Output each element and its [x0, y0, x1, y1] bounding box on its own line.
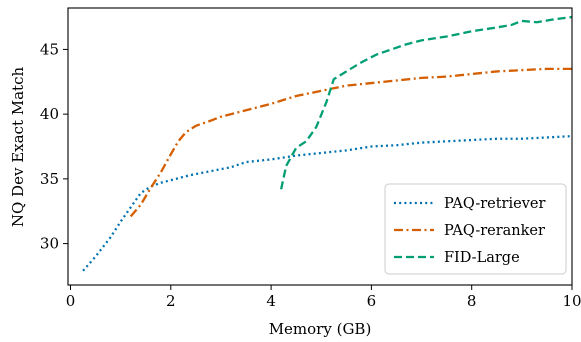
- y-axis-title: NQ Dev Exact Match: [9, 67, 27, 228]
- x-tick-label: 10: [562, 292, 581, 310]
- series-line-paq-retriever: [82, 134, 573, 272]
- series-line-fid-large: [280, 15, 573, 190]
- series-layer: [82, 15, 573, 272]
- y-tick-label: 45: [40, 40, 59, 58]
- y-tick-label: 30: [40, 235, 59, 253]
- plot-frame: [67, 7, 573, 286]
- legend: PAQ-retriever PAQ-reranker FID-Large: [384, 183, 567, 275]
- y-tick-label: 40: [40, 105, 59, 123]
- legend-label-paq-retriever: PAQ-retriever: [444, 196, 545, 212]
- legend-label-fid-large: FID-Large: [444, 250, 520, 266]
- y-tick-label: 35: [40, 170, 59, 188]
- series-line-paq-reranker: [129, 67, 572, 218]
- axes-layer: 0 2 4 6 8 10 30 35 40 45: [40, 7, 581, 310]
- legend-label-paq-reranker: PAQ-reranker: [444, 223, 545, 239]
- x-tick-label: 2: [166, 292, 176, 310]
- x-tick-label: 4: [266, 292, 276, 310]
- legend-frame: [384, 183, 567, 275]
- x-tick-label: 6: [367, 292, 377, 310]
- x-tick-label: 0: [66, 292, 76, 310]
- x-tick-label: 8: [467, 292, 477, 310]
- x-axis-title: Memory (GB): [269, 320, 372, 338]
